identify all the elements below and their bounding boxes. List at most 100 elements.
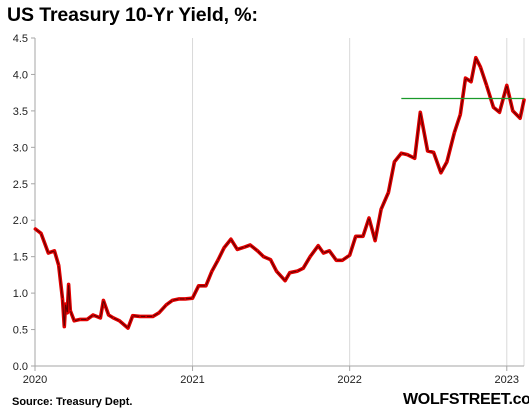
yield-data-point	[99, 317, 102, 319]
yield-data-point	[102, 299, 105, 302]
yield-data-point	[341, 259, 344, 262]
yield-data-point	[498, 111, 501, 114]
yield-data-point	[64, 303, 67, 305]
yield-data-point	[69, 309, 72, 312]
yield-data-point	[217, 259, 219, 262]
yield-data-point	[256, 250, 259, 252]
yield-data-point	[118, 320, 121, 322]
axis-layer	[31, 37, 524, 371]
yield-data-point	[479, 66, 482, 68]
yield-data-point	[322, 252, 325, 254]
yield-data-point	[440, 172, 442, 174]
yield-data-point	[184, 298, 186, 300]
source-note: Source: Treasury Dept.	[12, 396, 133, 408]
yield-data-point	[362, 235, 364, 238]
y-tick-label: 0.0	[13, 361, 28, 373]
y-tick-label: 4.0	[13, 69, 28, 81]
yield-data-point	[309, 255, 311, 258]
yield-data-point	[380, 208, 382, 211]
y-tick-label: 1.0	[13, 288, 28, 300]
yield-data-point	[328, 250, 331, 252]
yield-data-point	[275, 270, 278, 273]
yield-data-point	[464, 77, 467, 79]
yield-data-point	[470, 80, 472, 83]
yield-data-point	[92, 314, 94, 316]
series-layer	[33, 55, 526, 330]
yield-data-point	[393, 161, 396, 163]
yield-data-point	[107, 314, 110, 316]
yield-data-point	[284, 279, 286, 282]
yield-data-point	[432, 151, 435, 154]
yield-data-point	[66, 312, 69, 314]
yield-data-point	[73, 320, 75, 322]
x-tick-label: 2023	[495, 374, 519, 386]
yield-data-point	[446, 161, 448, 163]
yield-data-point	[127, 327, 129, 329]
yield-data-point	[57, 264, 60, 267]
yield-data-point	[34, 228, 37, 230]
yield-data-point	[475, 56, 477, 59]
y-tick-label: 3.5	[13, 106, 28, 118]
yield-data-point	[506, 84, 508, 87]
yield-data-point	[47, 252, 50, 254]
yield-data-point	[223, 247, 225, 249]
yield-data-point	[289, 271, 291, 274]
yield-data-point	[400, 152, 403, 154]
yield-data-point	[131, 314, 134, 317]
yield-data-point	[139, 315, 141, 318]
yield-data-point	[63, 325, 66, 328]
y-tick-label: 2.5	[13, 179, 28, 191]
yield-data-point	[211, 270, 213, 273]
yield-data-point	[165, 304, 168, 306]
yield-data-point	[152, 315, 154, 318]
yield-data-point	[453, 132, 456, 134]
y-tick-label: 0.5	[13, 325, 28, 337]
y-tick-label: 2.0	[13, 215, 28, 227]
y-tick-label: 1.5	[13, 252, 28, 264]
yield-data-point	[335, 259, 338, 262]
yield-data-point	[158, 312, 160, 314]
yield-data-point	[419, 111, 422, 114]
yield-data-point	[171, 299, 174, 302]
yield-data-point	[523, 99, 525, 101]
x-tick-label: 2022	[337, 374, 361, 386]
yield-data-point	[354, 235, 357, 238]
yield-data-point	[296, 270, 298, 273]
yield-data-point	[205, 285, 207, 287]
x-tick-label: 2021	[180, 374, 204, 386]
yield-data-point	[67, 283, 70, 286]
watermark: WOLFSTREET.com	[403, 391, 529, 408]
x-tick-label: 2020	[23, 374, 47, 386]
yield-data-point	[230, 238, 232, 240]
yield-data-point	[236, 248, 239, 251]
yield-data-point	[112, 317, 115, 319]
y-tick-label: 4.5	[13, 33, 28, 45]
label-layer: 0.0 0.5 1.0 1.5 2.0 2.5 3.0 3.5 4.0 4.5 2020 2021 20…	[13, 33, 519, 386]
yield-data-point	[269, 258, 272, 261]
yield-data-point	[178, 298, 180, 300]
yield-data-point	[53, 250, 56, 252]
yield-data-point	[197, 285, 200, 287]
grid-layer	[192, 38, 525, 366]
yield-data-point	[406, 153, 409, 156]
yield-data-point	[262, 255, 265, 258]
yield-data-point	[413, 157, 416, 160]
yield-data-point	[368, 217, 370, 219]
yield-data-point	[459, 113, 462, 116]
chart-title: US Treasury 10-Yr Yield, %:	[7, 4, 258, 26]
yield-data-point	[374, 239, 376, 242]
yield-data-point	[492, 106, 495, 108]
yield-data-point	[79, 318, 81, 321]
yield-data-point	[191, 297, 194, 300]
yield-data-point	[348, 254, 351, 256]
yield-data-point	[485, 84, 488, 87]
y-tick-label: 3.0	[13, 142, 28, 154]
yield-data-point	[317, 244, 320, 247]
yield-data-point	[61, 298, 64, 300]
yield-data-point	[426, 150, 429, 152]
yield-data-point	[249, 244, 251, 246]
yield-data-point	[40, 232, 42, 235]
yield-data-point	[512, 110, 514, 112]
yield-data-point	[145, 315, 147, 318]
